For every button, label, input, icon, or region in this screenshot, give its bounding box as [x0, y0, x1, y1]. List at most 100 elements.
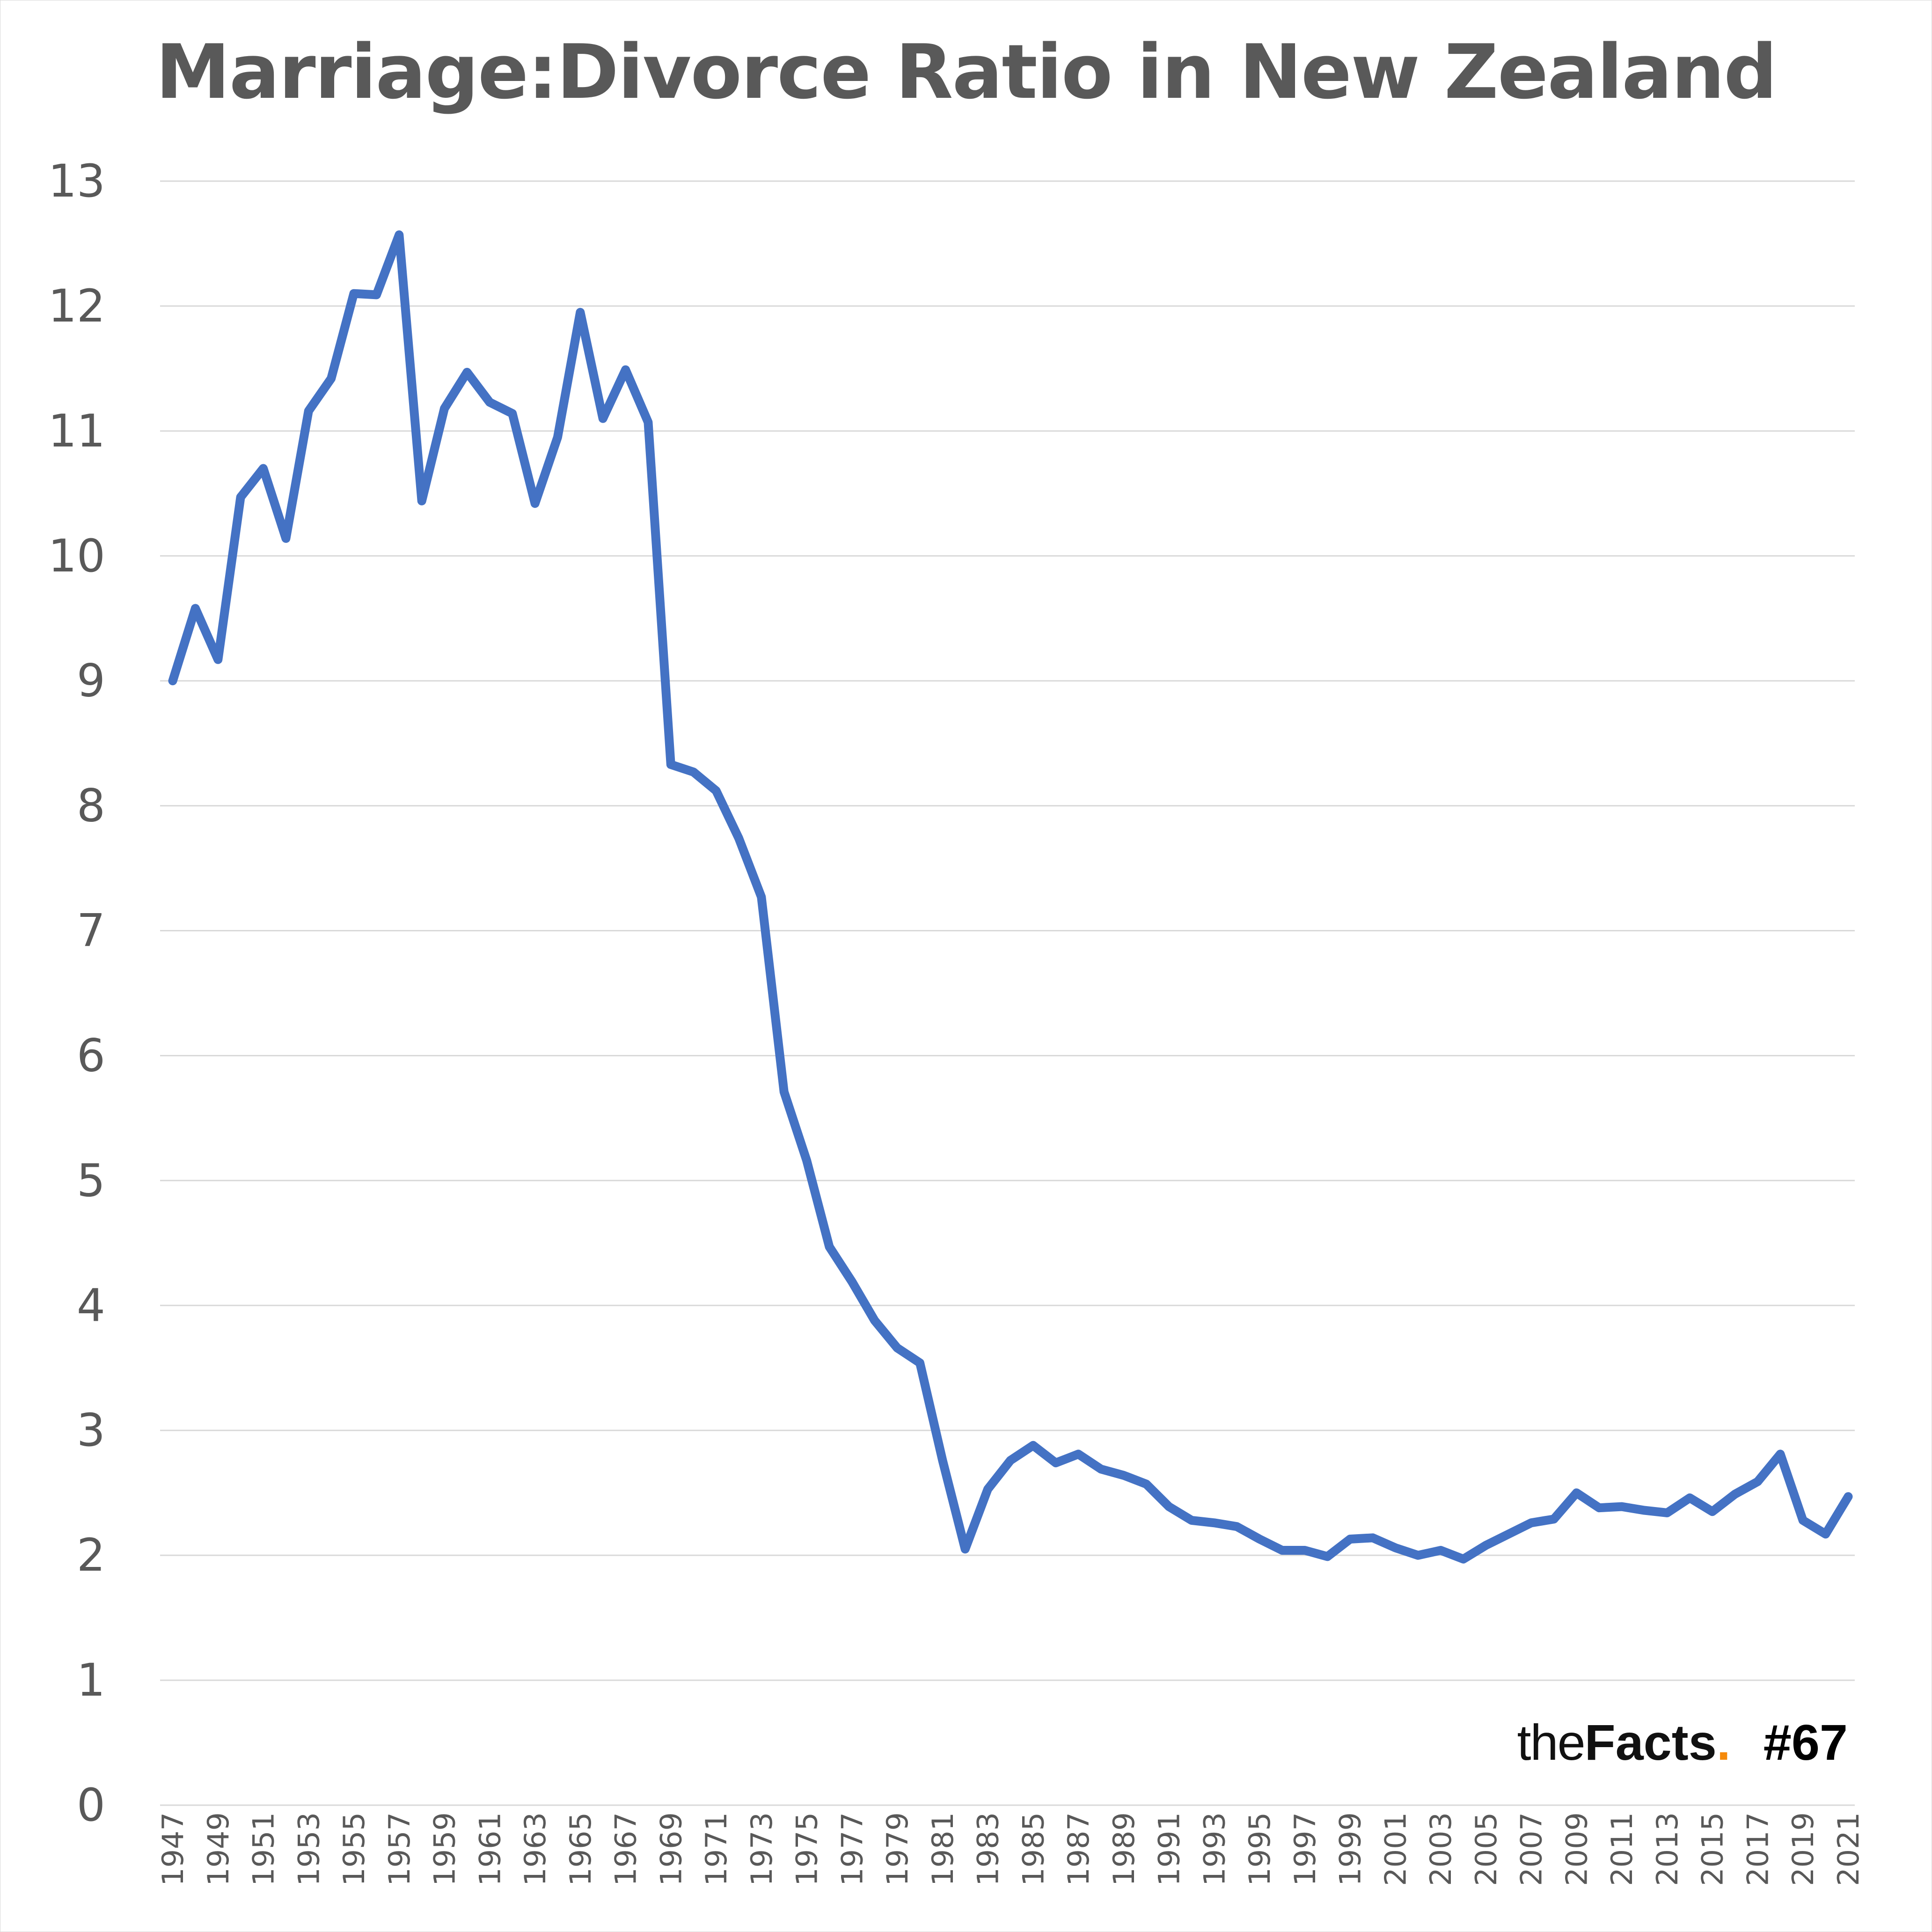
- data-point: [1123, 1475, 1124, 1476]
- data-point: [1078, 1453, 1079, 1455]
- x-tick-label: 1947: [156, 1812, 190, 1886]
- data-point: [1779, 1453, 1781, 1455]
- x-tick-label: 2011: [1605, 1812, 1639, 1886]
- x-tick-label: 1973: [745, 1812, 779, 1886]
- data-point: [738, 838, 739, 839]
- x-tick-label: 2015: [1696, 1812, 1730, 1886]
- data-point: [1553, 1518, 1555, 1520]
- data-point: [1304, 1550, 1305, 1551]
- x-tick-label: 2005: [1469, 1812, 1503, 1886]
- y-tick-label: 1: [77, 1654, 105, 1706]
- thefacts-logo: theFacts. #67: [1517, 1713, 1848, 1771]
- data-point: [512, 413, 513, 414]
- data-point: [398, 234, 400, 235]
- data-point: [1666, 1512, 1668, 1514]
- x-tick-label: 1985: [1016, 1812, 1050, 1886]
- data-point: [965, 1548, 966, 1550]
- data-point: [1508, 1533, 1509, 1535]
- chart-title: Marriage:Divorce Ratio in New Zealand: [155, 28, 1778, 116]
- data-point: [1825, 1533, 1826, 1535]
- data-point: [444, 408, 445, 409]
- data-point: [376, 294, 377, 295]
- data-point: [1327, 1556, 1328, 1557]
- x-tick-label: 2009: [1559, 1812, 1594, 1886]
- x-tick-label: 1949: [201, 1812, 235, 1886]
- y-tick-label: 11: [48, 405, 105, 457]
- data-point: [1621, 1506, 1623, 1508]
- x-tick-label: 1965: [564, 1812, 598, 1886]
- x-tick-label: 1959: [428, 1812, 462, 1886]
- x-tick-label: 1979: [880, 1812, 915, 1886]
- x-tick-label: 1981: [926, 1812, 960, 1886]
- data-point: [647, 422, 649, 423]
- x-tick-label: 1975: [790, 1812, 824, 1886]
- series-line: [168, 230, 1853, 1564]
- data-point: [1146, 1484, 1147, 1485]
- data-point: [1734, 1493, 1736, 1495]
- data-point: [1168, 1506, 1170, 1508]
- data-point: [828, 1246, 830, 1247]
- x-tick-label: 1991: [1152, 1812, 1186, 1886]
- data-point: [1848, 1496, 1849, 1497]
- x-tick-label: 1987: [1061, 1812, 1096, 1886]
- y-tick-label: 2: [77, 1529, 105, 1581]
- y-tick-label: 6: [77, 1029, 105, 1082]
- data-point: [1191, 1520, 1193, 1521]
- data-point: [1281, 1550, 1283, 1551]
- data-point: [421, 500, 423, 502]
- y-tick-label: 9: [77, 655, 105, 707]
- data-point: [1644, 1510, 1645, 1511]
- data-point: [761, 896, 762, 898]
- data-point: [466, 372, 468, 373]
- issue-number: #67: [1763, 1714, 1848, 1771]
- data-point: [919, 1362, 921, 1364]
- data-point: [1349, 1538, 1351, 1540]
- y-tick-label: 5: [77, 1154, 105, 1207]
- data-point: [1372, 1537, 1374, 1538]
- x-tick-label: 2007: [1515, 1812, 1549, 1886]
- x-tick-label: 1995: [1243, 1812, 1277, 1886]
- data-point: [1100, 1468, 1102, 1470]
- x-tick-label: 1971: [699, 1812, 733, 1886]
- data-point: [1010, 1460, 1011, 1461]
- logo-dot: .: [1716, 1714, 1731, 1771]
- x-tick-label: 1967: [609, 1812, 643, 1886]
- data-point: [1802, 1520, 1804, 1521]
- data-point: [557, 437, 558, 438]
- data-point: [579, 312, 581, 313]
- data-point: [1259, 1538, 1260, 1540]
- x-tick-label: 1969: [654, 1812, 688, 1886]
- data-point: [942, 1460, 943, 1461]
- x-tick-label: 2017: [1741, 1812, 1775, 1886]
- data-point: [602, 418, 604, 419]
- data-point: [1712, 1511, 1713, 1512]
- data-point: [1530, 1522, 1532, 1523]
- y-tick-label: 0: [77, 1779, 105, 1831]
- x-tick-label: 1951: [247, 1812, 281, 1886]
- y-tick-label: 8: [77, 780, 105, 832]
- x-tick-label: 1999: [1333, 1812, 1368, 1886]
- data-point: [1689, 1497, 1690, 1499]
- x-tick-label: 1963: [518, 1812, 552, 1886]
- data-point: [217, 659, 219, 660]
- logo-the: the: [1517, 1714, 1586, 1771]
- data-point: [353, 293, 355, 294]
- x-tick-label: 2001: [1378, 1812, 1412, 1886]
- data-point: [874, 1320, 875, 1321]
- data-point: [534, 503, 536, 504]
- data-point: [1440, 1550, 1442, 1551]
- data-point: [625, 369, 626, 371]
- y-tick-label: 4: [77, 1279, 105, 1332]
- logo-facts: Facts: [1584, 1714, 1717, 1771]
- x-tick-label: 1955: [337, 1812, 371, 1886]
- data-point: [1757, 1481, 1758, 1482]
- data-point: [330, 378, 332, 379]
- x-tick-label: 1953: [292, 1812, 326, 1886]
- data-point: [1032, 1445, 1034, 1446]
- x-tick-label: 1977: [835, 1812, 869, 1886]
- data-point: [1055, 1462, 1056, 1464]
- x-tick-label: 1983: [971, 1812, 1005, 1886]
- y-tick-label: 7: [77, 905, 105, 957]
- x-tick-label: 1997: [1288, 1812, 1322, 1886]
